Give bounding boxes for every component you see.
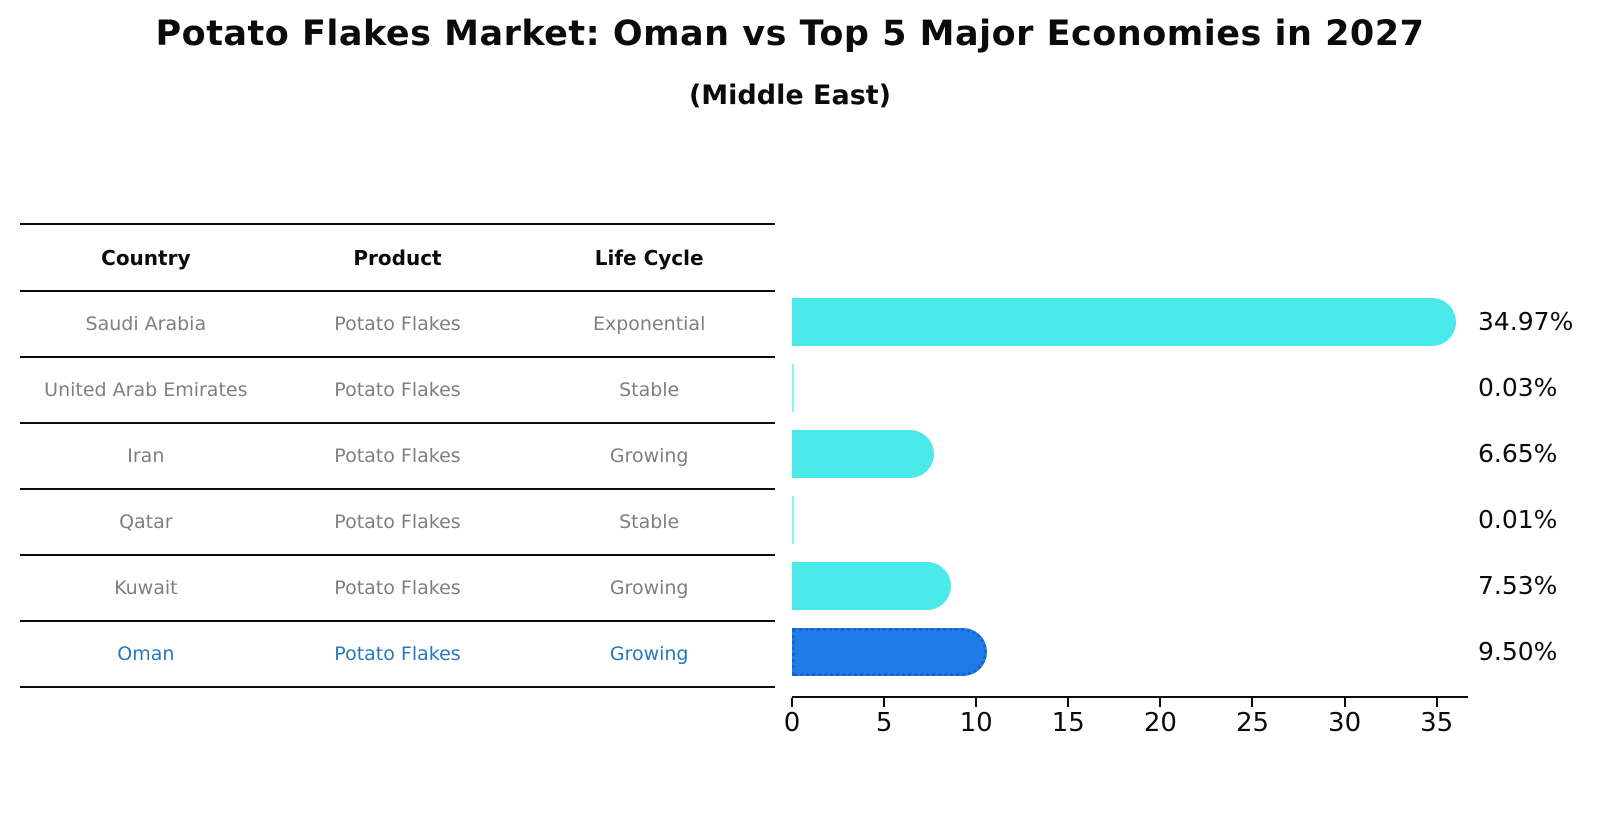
table-cell-country: United Arab Emirates [44, 379, 248, 401]
table-header-row: Country Product Life Cycle [20, 225, 775, 292]
bar-value-label: 0.03% [1478, 373, 1558, 402]
bar-oman [792, 628, 987, 676]
bar-qatar [792, 496, 794, 544]
table-body: Saudi Arabia Potato Flakes Exponential Unit… [20, 292, 775, 688]
bar-value-label: 6.65% [1478, 439, 1558, 468]
table-row: Iran Potato Flakes Growing [20, 424, 775, 490]
x-tick-label: 5 [875, 708, 893, 738]
x-tick-label: 0 [783, 708, 801, 738]
table-cell-product: Potato Flakes [334, 643, 461, 665]
bar-kuwait [792, 562, 951, 610]
table-header-life-cycle: Life Cycle [594, 245, 704, 270]
table-row: Kuwait Potato Flakes Growing [20, 556, 775, 622]
x-tick-label: 15 [1051, 708, 1085, 738]
table-cell-country: Oman [117, 643, 175, 665]
x-tick-mark [883, 698, 886, 707]
bar-saudi-arabia [792, 298, 1456, 346]
bar-value-label: 34.97% [1478, 307, 1574, 336]
table-row: Qatar Potato Flakes Stable [20, 490, 775, 556]
table-cell-life-cycle: Growing [609, 445, 689, 467]
table-header-country: Country [101, 245, 191, 270]
table-row: Saudi Arabia Potato Flakes Exponential [20, 292, 775, 358]
x-tick-mark [1435, 698, 1438, 707]
table-cell-product: Potato Flakes [334, 577, 461, 599]
bar-iran [792, 430, 934, 478]
x-tick-label: 10 [959, 708, 993, 738]
x-tick-mark [1067, 698, 1070, 707]
table-cell-product: Potato Flakes [334, 445, 461, 467]
chart-subtitle: (Middle East) [688, 80, 892, 111]
table-cell-country: Kuwait [114, 577, 178, 599]
x-tick-mark [1251, 698, 1254, 707]
table-cell-life-cycle: Growing [609, 577, 689, 599]
bar-value-label: 0.01% [1478, 505, 1558, 534]
x-tick-label: 25 [1235, 708, 1270, 738]
x-tick-mark [791, 698, 793, 707]
bar-value-label: 7.53% [1478, 571, 1558, 600]
x-tick-mark [1343, 698, 1346, 707]
x-axis-line [792, 696, 1468, 698]
table-row: Oman Potato Flakes Growing [20, 622, 775, 688]
table-cell-life-cycle: Growing [609, 643, 689, 665]
x-tick-mark [1159, 698, 1162, 707]
bar-value-label: 9.50% [1478, 637, 1558, 666]
table-cell-country: Qatar [119, 511, 173, 533]
table-cell-country: Saudi Arabia [85, 313, 207, 335]
bar-united-arab-emirates [792, 364, 794, 412]
table-cell-life-cycle: Stable [619, 511, 680, 533]
chart-title: Potato Flakes Market: Oman vs Top 5 Majo… [155, 14, 1425, 54]
x-tick-label: 20 [1143, 708, 1177, 738]
table-cell-product: Potato Flakes [334, 511, 461, 533]
table-cell-product: Potato Flakes [334, 313, 461, 335]
x-tick-mark [975, 698, 978, 707]
country-table: Country Product Life Cycle Saudi Arabia P… [20, 223, 775, 688]
x-tick-label: 35 [1420, 708, 1454, 738]
table-cell-life-cycle: Exponential [592, 313, 706, 335]
table-cell-life-cycle: Stable [619, 379, 680, 401]
table-header-product: Product [353, 245, 442, 270]
x-tick-label: 30 [1328, 708, 1362, 738]
table-cell-product: Potato Flakes [334, 379, 461, 401]
table-row: United Arab Emirates Potato Flakes Stable [20, 358, 775, 424]
table-cell-country: Iran [127, 445, 165, 467]
